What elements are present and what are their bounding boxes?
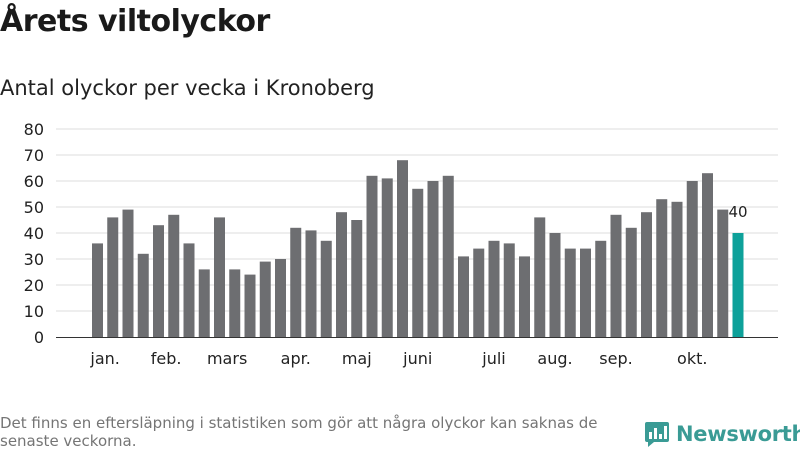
bar	[275, 259, 286, 337]
bar	[137, 253, 149, 337]
y-tick-label: 40	[24, 224, 44, 243]
data-label: 40	[729, 203, 748, 221]
bar	[549, 233, 561, 337]
bar	[290, 227, 302, 337]
bar	[610, 214, 622, 337]
x-tick-label: juni	[402, 349, 432, 368]
bar	[534, 217, 546, 337]
bar	[259, 261, 271, 337]
bar	[168, 214, 180, 337]
bar	[519, 256, 530, 337]
y-tick-label: 30	[24, 250, 44, 269]
bar	[473, 248, 485, 337]
newsworthy-logo-text: Newsworthy	[676, 422, 800, 446]
x-tick-label: mars	[207, 349, 247, 368]
bar	[244, 274, 256, 337]
x-tick-label: sep.	[599, 349, 632, 368]
y-tick-label: 10	[24, 302, 44, 321]
y-tick-label: 50	[24, 198, 44, 217]
bar	[397, 160, 408, 337]
bar	[686, 181, 698, 337]
x-tick-label: jan.	[89, 349, 119, 368]
y-tick-label: 20	[24, 276, 44, 295]
bar	[229, 269, 241, 337]
bar	[656, 199, 668, 337]
bar	[580, 248, 591, 337]
bar	[122, 209, 134, 337]
chart-subtitle: Antal olyckor per vecka i Kronoberg	[0, 76, 375, 100]
chart-title: Årets viltolyckor	[0, 4, 270, 39]
bar	[427, 181, 439, 337]
bar-chart: 0 10 20 30 40 50 60 70 80 jan. feb. mars apr. maj juni…	[24, 120, 778, 368]
bar	[351, 220, 363, 337]
x-tick-label: okt.	[677, 349, 707, 368]
bar	[717, 209, 729, 337]
footnote: Det finns en eftersläpning i statistiken…	[0, 414, 598, 450]
bar	[198, 269, 210, 337]
newsworthy-logo-icon	[645, 422, 669, 447]
bar	[625, 227, 637, 337]
bar	[214, 217, 225, 337]
bar	[366, 175, 378, 337]
x-tick-label: feb.	[151, 349, 182, 368]
bar	[381, 178, 393, 337]
bar	[92, 243, 103, 337]
y-tick-label: 0	[34, 328, 44, 347]
y-tick-label: 70	[24, 146, 44, 165]
bar	[503, 243, 515, 337]
x-tick-label: maj	[342, 349, 372, 368]
bar	[183, 243, 195, 337]
newsworthy-logo: Newsworthy	[644, 420, 800, 448]
bar	[595, 240, 607, 337]
bar	[488, 240, 500, 337]
bar	[153, 225, 164, 337]
y-tick-label: 80	[24, 120, 44, 139]
bar	[442, 175, 454, 337]
bar	[732, 233, 744, 337]
bar	[458, 256, 469, 337]
bar	[320, 240, 332, 337]
x-tick-label: aug.	[537, 349, 572, 368]
bar	[107, 217, 119, 337]
bar	[305, 230, 317, 337]
bar	[564, 248, 576, 337]
bar	[702, 173, 713, 337]
bar	[412, 188, 424, 337]
bar	[671, 201, 683, 337]
y-tick-label: 60	[24, 172, 44, 191]
bar	[641, 212, 652, 337]
x-tick-label: juli	[481, 349, 505, 368]
bar	[336, 212, 347, 337]
x-tick-label: apr.	[281, 349, 311, 368]
